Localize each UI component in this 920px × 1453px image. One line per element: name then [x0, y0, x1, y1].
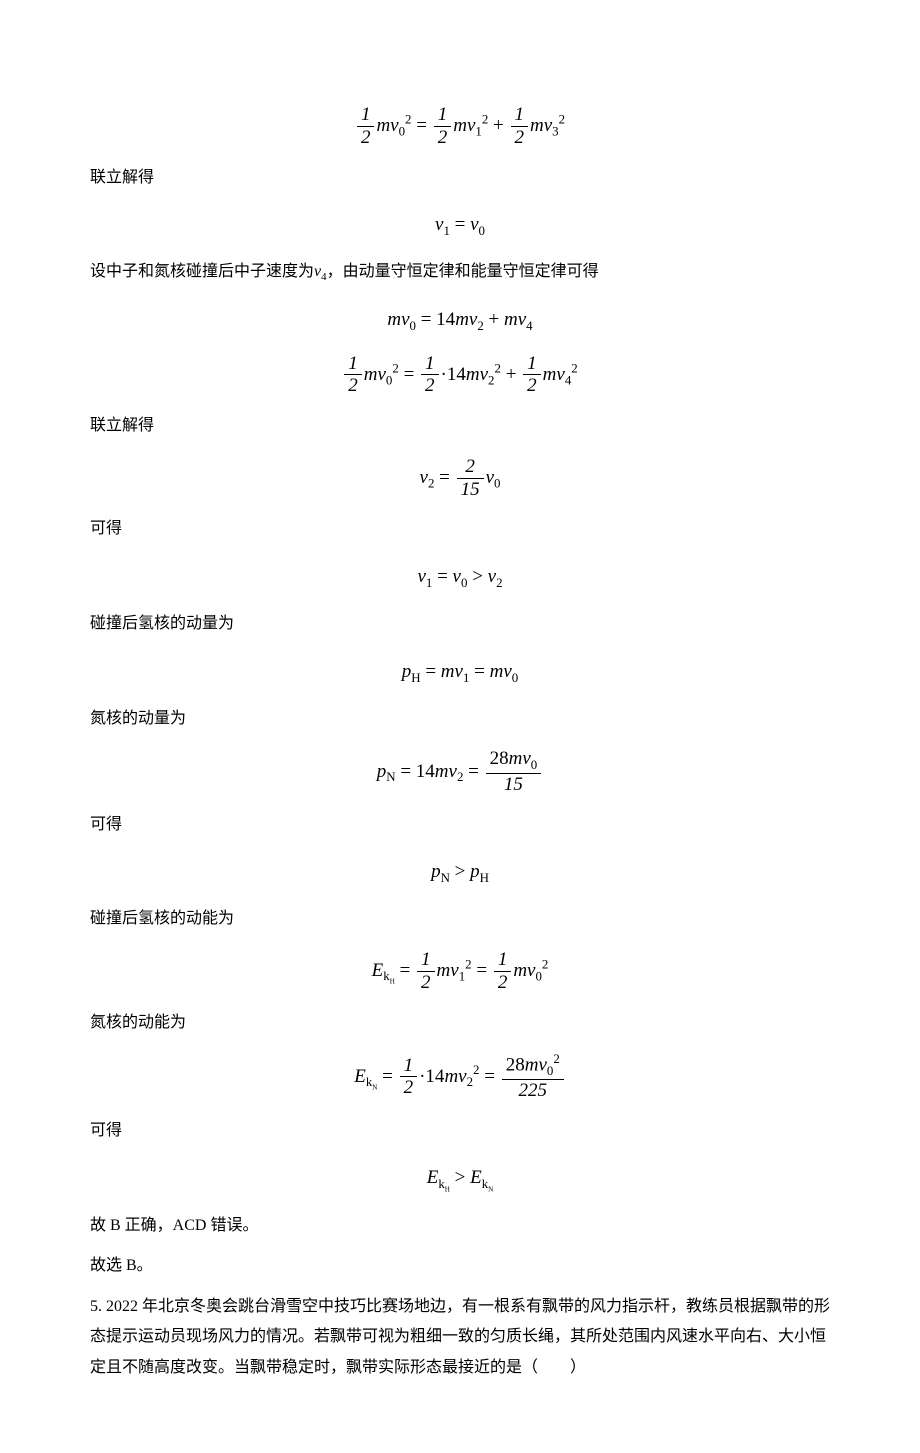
equation-v2: v2 = 215v0 [90, 456, 830, 501]
text-kede-3: 可得 [90, 1116, 830, 1146]
equation-energy-n: 12mv02 = 12·14mv22 + 12mv42 [90, 353, 830, 398]
equation-EkN: EkN = 12·14mv22 = 28mv02225 [90, 1052, 830, 1102]
text-pN-label: 氮核的动量为 [90, 704, 830, 734]
equation-EkH: EkH = 12mv12 = 12mv02 [90, 949, 830, 994]
text-conclusion-1: 故 B 正确，ACD 错误。 [90, 1211, 830, 1241]
text-EH-label: 碰撞后氢核的动能为 [90, 904, 830, 934]
equation-pN: pN = 14mv2 = 28mv015 [90, 748, 830, 796]
equation-pN-gt-pH: pN > pH [90, 854, 830, 890]
equation-EkH-gt-EkN: EkH > EkN [90, 1160, 830, 1197]
text-kede-1: 可得 [90, 514, 830, 544]
text-kede-2: 可得 [90, 810, 830, 840]
text-lianli-1: 联立解得 [90, 163, 830, 193]
equation-v1-eq-v0: v1 = v0 [90, 207, 830, 243]
text-lianli-2: 联立解得 [90, 411, 830, 441]
text-prefix: 设中子和氮核碰撞后中子速度为 [90, 263, 314, 280]
text-EN-label: 氮核的动能为 [90, 1008, 830, 1038]
equation-v1-gt-v2: v1 = v0 > v2 [90, 559, 830, 595]
text-neutron-nitrogen: 设中子和氮核碰撞后中子速度为v4，由动量守恒定律和能量守恒定律可得 [90, 257, 830, 288]
text-conclusion-2: 故选 B。 [90, 1251, 830, 1281]
equation-momentum-n: mv0 = 14mv2 + mv4 [90, 302, 830, 338]
text-suffix: ，由动量守恒定律和能量守恒定律可得 [327, 263, 599, 280]
equation-pH: pH = mv1 = mv0 [90, 654, 830, 690]
page-content: 12mv02 = 12mv12 + 12mv32 联立解得 v1 = v0 设中… [0, 0, 920, 1453]
text-question-5: 5. 2022 年北京冬奥会跳台滑雪空中技巧比赛场地边，有一根系有飘带的风力指示… [90, 1292, 830, 1383]
equation-energy-1: 12mv02 = 12mv12 + 12mv32 [90, 104, 830, 149]
text-pH-label: 碰撞后氢核的动量为 [90, 609, 830, 639]
